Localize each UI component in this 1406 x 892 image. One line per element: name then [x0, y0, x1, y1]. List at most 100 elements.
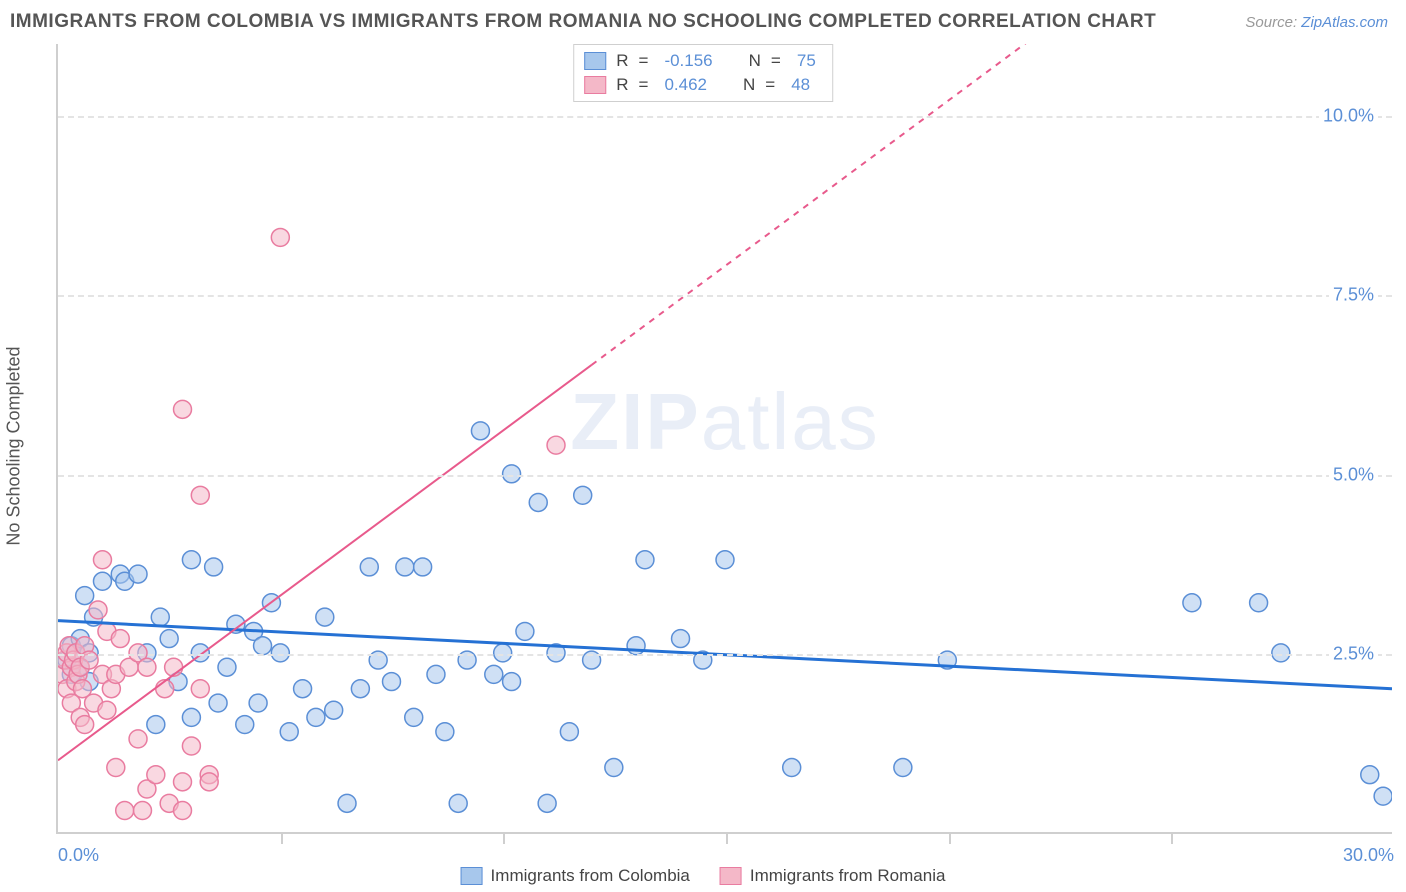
- ytick-label: 10.0%: [1319, 105, 1378, 126]
- data-point: [449, 794, 467, 812]
- xtick-label: 30.0%: [1343, 845, 1394, 866]
- correlation-legend: R = -0.156 N = 75 R = 0.462 N = 48: [573, 44, 833, 102]
- data-point: [147, 766, 165, 784]
- data-point: [396, 558, 414, 576]
- ytick-label: 7.5%: [1329, 285, 1378, 306]
- source-attribution: Source: ZipAtlas.com: [1245, 14, 1388, 31]
- data-point: [338, 794, 356, 812]
- data-point: [529, 493, 547, 511]
- data-point: [174, 802, 192, 820]
- swatch-romania: [584, 76, 606, 94]
- source-link[interactable]: ZipAtlas.com: [1301, 14, 1388, 31]
- data-point: [93, 572, 111, 590]
- data-point: [134, 802, 152, 820]
- series-legend: Immigrants from Colombia Immigrants from…: [461, 866, 946, 886]
- ytick-label: 2.5%: [1329, 644, 1378, 665]
- r-value-colombia: -0.156: [664, 51, 712, 71]
- data-point: [254, 637, 272, 655]
- ytick-label: 5.0%: [1329, 464, 1378, 485]
- swatch-romania: [720, 867, 742, 885]
- n-value-romania: 48: [791, 75, 810, 95]
- xtick: [281, 832, 283, 844]
- data-point: [76, 587, 94, 605]
- equals: =: [771, 51, 781, 71]
- data-point: [271, 644, 289, 662]
- data-point: [218, 658, 236, 676]
- data-point: [351, 680, 369, 698]
- data-point: [1361, 766, 1379, 784]
- data-point: [414, 558, 432, 576]
- correlation-row-colombia: R = -0.156 N = 75: [584, 49, 822, 73]
- data-point: [116, 802, 134, 820]
- data-point: [605, 759, 623, 777]
- data-point: [174, 773, 192, 791]
- data-point: [174, 400, 192, 418]
- data-point: [182, 708, 200, 726]
- data-point: [716, 551, 734, 569]
- data-point: [503, 465, 521, 483]
- xtick: [503, 832, 505, 844]
- n-label: N: [743, 75, 755, 95]
- data-point: [138, 658, 156, 676]
- data-point: [516, 622, 534, 640]
- data-point: [627, 637, 645, 655]
- grid-line: [58, 654, 1392, 656]
- data-point: [360, 558, 378, 576]
- data-point: [129, 730, 147, 748]
- data-point: [547, 436, 565, 454]
- data-point: [205, 558, 223, 576]
- source-label: Source:: [1245, 14, 1297, 31]
- grid-line: [58, 475, 1392, 477]
- xtick-label: 0.0%: [58, 845, 99, 866]
- data-point: [1374, 787, 1392, 805]
- r-label: R: [616, 75, 628, 95]
- data-point: [1272, 644, 1290, 662]
- data-point: [894, 759, 912, 777]
- data-point: [89, 601, 107, 619]
- data-point: [405, 708, 423, 726]
- data-point: [191, 486, 209, 504]
- correlation-row-romania: R = 0.462 N = 48: [584, 73, 822, 97]
- data-point: [560, 723, 578, 741]
- legend-label-romania: Immigrants from Romania: [750, 866, 946, 886]
- data-point: [383, 673, 401, 691]
- data-point: [1183, 594, 1201, 612]
- data-point: [436, 723, 454, 741]
- swatch-colombia: [461, 867, 483, 885]
- data-point: [485, 665, 503, 683]
- n-value-colombia: 75: [797, 51, 816, 71]
- n-label: N: [749, 51, 761, 71]
- plot-area: ZIPatlas 2.5%5.0%7.5%10.0%0.0%30.0%: [56, 44, 1392, 834]
- data-point: [307, 708, 325, 726]
- data-point: [129, 565, 147, 583]
- data-point: [494, 644, 512, 662]
- data-point: [672, 630, 690, 648]
- data-point: [503, 673, 521, 691]
- r-value-romania: 0.462: [664, 75, 707, 95]
- y-axis-label: No Schooling Completed: [4, 346, 25, 545]
- xtick: [1171, 832, 1173, 844]
- data-point: [191, 680, 209, 698]
- data-point: [538, 794, 556, 812]
- data-point: [280, 723, 298, 741]
- data-point: [427, 665, 445, 683]
- data-point: [316, 608, 334, 626]
- title-bar: IMMIGRANTS FROM COLOMBIA VS IMMIGRANTS F…: [0, 0, 1406, 44]
- swatch-colombia: [584, 52, 606, 70]
- chart-svg: [58, 44, 1392, 832]
- data-point: [182, 551, 200, 569]
- xtick: [949, 832, 951, 844]
- data-point: [636, 551, 654, 569]
- data-point: [200, 773, 218, 791]
- data-point: [160, 630, 178, 648]
- data-point: [76, 716, 94, 734]
- legend-item-colombia: Immigrants from Colombia: [461, 866, 690, 886]
- data-point: [107, 759, 125, 777]
- data-point: [574, 486, 592, 504]
- xtick: [726, 832, 728, 844]
- r-label: R: [616, 51, 628, 71]
- grid-line: [58, 295, 1392, 297]
- equals: =: [765, 75, 775, 95]
- data-point: [471, 422, 489, 440]
- data-point: [783, 759, 801, 777]
